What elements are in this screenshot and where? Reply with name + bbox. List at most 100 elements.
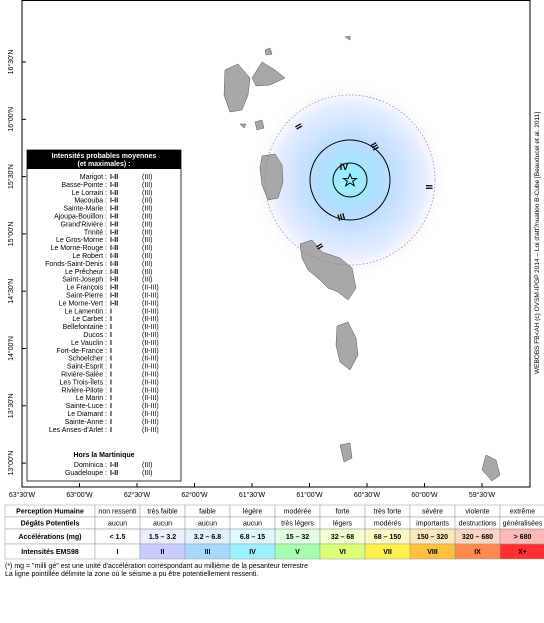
max-intensity: (II-III) (142, 387, 159, 394)
place-name: Le Diamant : (67, 411, 107, 418)
row-header: Intensités EMS98 (21, 549, 79, 556)
max-intensity: (III) (142, 174, 153, 181)
table-value: sévère (422, 509, 443, 516)
row-header: Dégâts Potentiels (21, 521, 80, 528)
table-value: aucun (108, 521, 127, 528)
place-name: Sainte-Luce : (66, 403, 107, 410)
max-intensity: (III) (142, 261, 153, 268)
islands (223, 35, 501, 482)
place-name: Le Morne-Vert : (59, 300, 107, 307)
table-cell (499, 543, 544, 560)
place-name: Sainte-Anne : (65, 419, 107, 426)
intensity-glow (250, 80, 450, 280)
max-intensity: (II-III) (142, 285, 159, 292)
place-name: Dominica : (74, 462, 107, 469)
lon-label: 63°00'W (66, 491, 93, 499)
table-value: légers (333, 521, 353, 528)
row-header: Accélérations (mg) (18, 534, 81, 541)
table-value: 1.5 – 3.2 (149, 534, 176, 541)
intensity: I (110, 395, 112, 402)
max-intensity: (II-III) (142, 364, 159, 371)
max-intensity: (II-III) (142, 419, 159, 426)
intensity-label: II (293, 122, 304, 131)
place-name: Fort-de-France : (56, 348, 107, 355)
max-intensity: (II-III) (142, 308, 159, 315)
intensity: I-II (110, 261, 118, 268)
intensity: I (110, 332, 112, 339)
max-intensity: (III) (142, 245, 153, 252)
table-value: non ressenti (98, 509, 137, 516)
place-name: Les Anses-d'Arlet : (49, 427, 107, 434)
intensity: I-II (110, 229, 118, 236)
place-name: Les Trois-Îlets : (60, 377, 108, 386)
intensity: I-II (110, 462, 118, 469)
intensity: I (110, 403, 112, 410)
table-value: IV (249, 549, 256, 556)
place-name: Schoelcher : (68, 356, 107, 363)
max-intensity: (II-III) (142, 403, 159, 410)
place-name: Trinité : (84, 229, 107, 236)
lat-label: 15°00'N (7, 222, 15, 247)
table-value: II (161, 549, 165, 556)
lon-label: 60°30'W (354, 491, 381, 499)
place-name: Le François : (67, 285, 108, 292)
max-intensity: (III) (142, 182, 153, 189)
table-value: VI (339, 549, 346, 556)
intensity: I (110, 340, 112, 347)
max-intensity: (II-III) (142, 411, 159, 418)
intensity-label: II (314, 242, 325, 251)
max-intensity: (III) (142, 237, 153, 244)
max-intensity: (II-III) (142, 379, 159, 386)
epicenter (341, 172, 359, 188)
legend-header (27, 150, 181, 169)
table-value: I (117, 549, 119, 556)
lon-label: 61°00'W (296, 491, 323, 499)
max-intensity: (III) (142, 206, 153, 213)
table-value: VII (383, 549, 392, 556)
max-intensity: (II-III) (142, 356, 159, 363)
table-value: très légers (281, 521, 314, 528)
intensity-label: III (336, 211, 346, 223)
intensity-label: II (424, 184, 434, 189)
place-name: Sainte-Marie : (63, 206, 107, 213)
place-name: Macouba : (74, 198, 107, 205)
table-value: aucun (243, 521, 262, 528)
max-intensity: (III) (142, 214, 153, 221)
map-frame (21, 0, 531, 488)
max-intensity: (II-III) (142, 395, 159, 402)
intensity: I-II (110, 293, 118, 300)
max-intensity: (II-III) (142, 316, 159, 323)
place-name: Le Lorrain : (72, 190, 107, 197)
max-intensity: (II-III) (142, 372, 159, 379)
lat-label: 13°00'N (7, 451, 15, 476)
intensity: I-II (110, 182, 118, 189)
intensity: I-II (110, 245, 118, 252)
lat-label: 14°00'N (7, 336, 15, 361)
place-name: Le Robert : (72, 253, 107, 260)
intensity: I (110, 387, 112, 394)
legend-box (26, 149, 182, 482)
table-value: aucun (153, 521, 172, 528)
intensity: I-II (110, 198, 118, 205)
intensity: I-II (110, 277, 118, 284)
max-intensity: (III) (142, 190, 153, 197)
max-intensity: (III) (142, 277, 153, 284)
max-intensity: (II-III) (142, 293, 159, 300)
intensity: I-II (110, 269, 118, 276)
legend-title: Intensités probables moyennes (52, 153, 157, 160)
table-value: aucun (198, 521, 217, 528)
place-name: Saint-Joseph : (62, 277, 107, 284)
intensity: I (110, 364, 112, 371)
place-name: Guadeloupe : (65, 470, 107, 477)
lon-label: 62°30'W (124, 491, 151, 499)
place-name: Bellefontaine : (63, 324, 107, 331)
table-value: forte (335, 509, 349, 516)
table-value: violente (465, 509, 489, 516)
table-value: > 680 (514, 534, 532, 541)
lat-label: 13°30'N (7, 393, 15, 418)
table-value: V (295, 549, 300, 556)
table-value: généralisées (503, 521, 543, 528)
table-value: légère (243, 509, 263, 516)
